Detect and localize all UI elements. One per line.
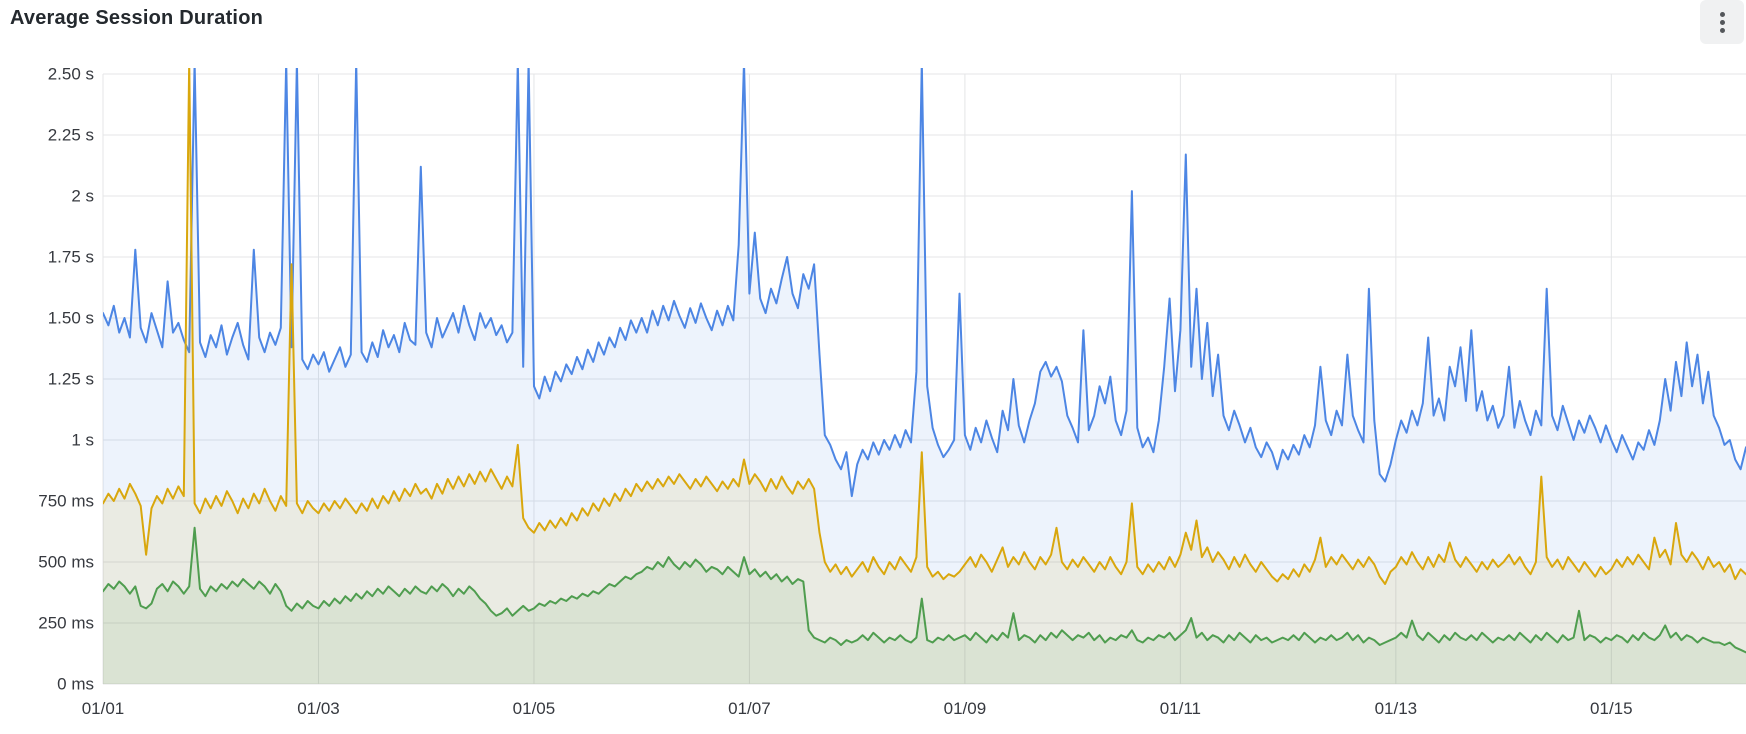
series-line-green: [103, 526, 1746, 654]
x-tick-label: 01/09: [944, 699, 987, 718]
series-line-blue: [103, 68, 1746, 498]
y-tick-label: 1.25 s: [48, 369, 94, 388]
y-tick-label: 1.50 s: [48, 308, 94, 327]
x-tick-label: 01/01: [82, 699, 125, 718]
x-tick-label: 01/07: [728, 699, 771, 718]
x-tick-label: 01/13: [1375, 699, 1418, 718]
x-tick-label: 01/11: [1160, 699, 1201, 718]
y-tick-label: 0 ms: [57, 674, 94, 693]
panel-menu-button[interactable]: [1700, 0, 1744, 44]
series-area-green: [103, 527, 1746, 684]
series-line-yellow: [103, 68, 1746, 585]
panel-title: Average Session Duration: [10, 7, 264, 29]
x-tick-label: 01/03: [297, 699, 340, 718]
y-tick-label: 750 ms: [38, 491, 94, 510]
y-tick-label: 2.25 s: [48, 125, 94, 144]
y-tick-label: 2 s: [71, 186, 94, 205]
series-area-blue: [103, 68, 1746, 684]
series-area-yellow: [103, 68, 1746, 684]
x-tick-label: 01/05: [513, 699, 556, 718]
plot-area: [103, 68, 1746, 684]
kebab-menu-icon: [1719, 11, 1725, 33]
y-tick-label: 1.75 s: [48, 247, 94, 266]
y-tick-label: 1 s: [71, 430, 94, 449]
y-tick-label: 2.50 s: [48, 64, 94, 83]
panel-header: Average Session Duration: [0, 0, 1746, 44]
y-tick-label: 500 ms: [38, 552, 94, 571]
y-tick-label: 250 ms: [38, 613, 94, 632]
x-tick-label: 01/15: [1590, 699, 1633, 718]
